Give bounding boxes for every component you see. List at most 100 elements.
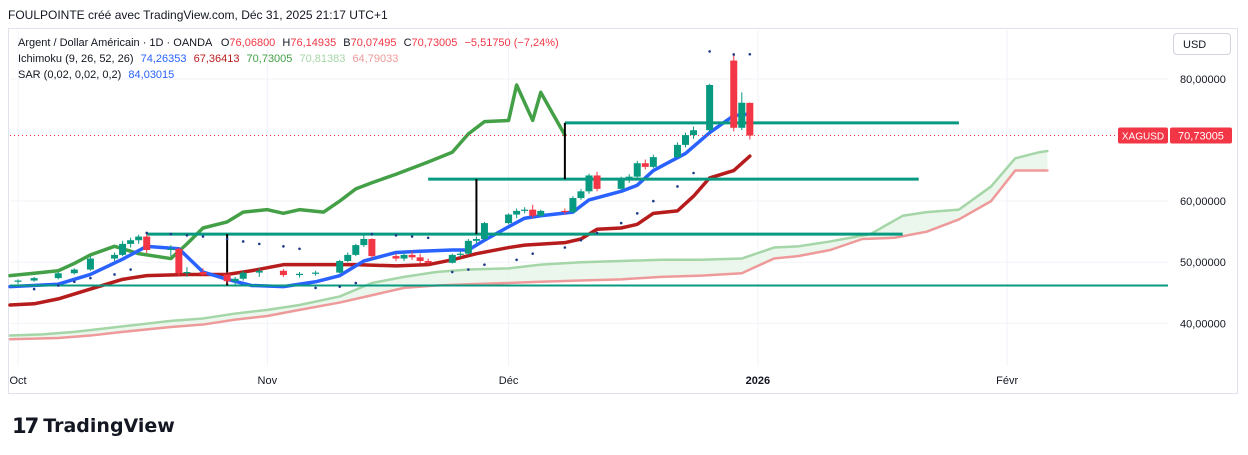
sar-dot xyxy=(185,234,189,237)
sar-dot xyxy=(338,285,342,288)
ichimoku-label: Ichimoku (9, 26, 52, 26) xyxy=(18,53,134,65)
sar-dot xyxy=(129,268,132,271)
ichimoku-lagging-line xyxy=(8,83,567,278)
sar-dot xyxy=(635,212,639,215)
ichimoku-conversion-value: 74,26353 xyxy=(140,53,187,65)
sar-dot xyxy=(708,50,711,53)
candle-body xyxy=(54,273,62,279)
sar-dot xyxy=(201,235,205,238)
sar-value: 84,03015 xyxy=(128,69,175,81)
candle-body xyxy=(505,214,513,224)
sar-legend: SAR (0,02, 0,02, 0,2) 84,03015 xyxy=(18,68,174,82)
candle-body xyxy=(30,278,38,281)
price-tag-value: 70,73005 xyxy=(1178,131,1224,143)
sar-dot xyxy=(483,263,486,266)
sar-dot xyxy=(426,236,430,240)
y-tick-label: 80,00000 xyxy=(1180,74,1226,86)
candle-body xyxy=(537,210,545,216)
candle-body xyxy=(175,248,183,274)
candle-body xyxy=(86,258,94,270)
candle-body xyxy=(408,254,416,258)
candle-body xyxy=(456,253,464,255)
candle-body xyxy=(521,209,529,211)
x-tick-label: Févr xyxy=(996,375,1018,387)
price-tag-symbol: XAGUSD xyxy=(1122,132,1164,143)
sar-dot xyxy=(241,240,245,243)
currency-button[interactable]: USD xyxy=(1173,33,1231,55)
candle-body xyxy=(239,272,247,279)
price-tag-value-bg xyxy=(1170,127,1232,144)
symbol-legend: Argent / Dollar Américain · 1D · OANDA O… xyxy=(18,36,559,50)
candle-body xyxy=(336,261,344,273)
ichimoku-conversion-line xyxy=(8,112,752,289)
sar-dot xyxy=(410,235,414,238)
candle-body xyxy=(360,239,368,246)
sar-dot xyxy=(113,273,116,276)
candle-body xyxy=(119,243,127,255)
candle-body xyxy=(199,272,207,275)
sar-dot xyxy=(32,287,36,291)
sar-dot xyxy=(467,268,470,271)
low-value: 70,07495 xyxy=(350,37,397,49)
candle-body xyxy=(569,198,577,213)
ichimoku-base-value: 67,36413 xyxy=(193,53,240,65)
sar-dot xyxy=(579,238,583,242)
ichimoku-legend: Ichimoku (9, 26, 52, 26) 74,26353 67,364… xyxy=(18,52,398,66)
candle-body xyxy=(641,163,649,167)
candle-body xyxy=(135,236,143,241)
sar-dot xyxy=(145,231,149,235)
sar-dot xyxy=(56,284,60,287)
candle-body xyxy=(464,240,472,254)
candle-body xyxy=(352,245,360,255)
x-tick-label: Nov xyxy=(258,375,278,387)
high-value: 76,14935 xyxy=(290,37,337,49)
sar-dot xyxy=(314,286,317,290)
candle-body xyxy=(183,272,191,274)
close-value: 70,73005 xyxy=(411,37,458,49)
symbol-name: Argent / Dollar Américain · 1D · OANDA xyxy=(18,37,212,49)
candle-body xyxy=(593,175,601,189)
sar-dot xyxy=(732,53,736,56)
sar-dot xyxy=(282,245,285,248)
candle-body xyxy=(513,210,521,215)
open-label: O xyxy=(220,37,230,49)
sar-dot xyxy=(394,234,398,237)
candle-body xyxy=(738,102,746,128)
candle-body xyxy=(649,157,657,167)
ichimoku-cloud xyxy=(10,151,1048,340)
candle-body xyxy=(400,254,408,259)
ichimoku-span-a-line xyxy=(8,149,1049,337)
ichimoku-lagging-value: 70,73005 xyxy=(246,53,293,65)
candle-body xyxy=(223,274,231,282)
sar-dot xyxy=(298,247,301,251)
chart-frame xyxy=(8,28,1238,394)
sar-dot xyxy=(370,232,374,236)
candle-body xyxy=(690,130,698,136)
close-label: C xyxy=(403,37,412,49)
candle-body xyxy=(344,254,352,261)
x-tick-label: 2026 xyxy=(746,375,770,387)
sar-dot xyxy=(225,237,229,241)
candle-body xyxy=(746,102,754,136)
candle-body xyxy=(617,179,625,189)
sar-dot xyxy=(89,276,92,280)
candle-body xyxy=(561,210,569,213)
candle-body xyxy=(424,261,432,263)
sar-dot xyxy=(450,270,454,274)
x-tick-label: Oct xyxy=(9,375,26,387)
sar-dot xyxy=(595,231,599,235)
candle-body xyxy=(127,240,135,244)
candle-body xyxy=(231,278,239,282)
candle-body xyxy=(577,191,585,199)
y-tick-label: 40,00000 xyxy=(1180,318,1226,330)
candle-body xyxy=(585,175,593,192)
candle-body xyxy=(682,135,689,145)
sar-dot xyxy=(515,258,518,262)
candle-body xyxy=(392,256,400,259)
candle-body xyxy=(730,60,738,128)
candle-body xyxy=(472,239,480,241)
candle-body xyxy=(14,280,22,282)
candle-body xyxy=(625,176,633,180)
high-label: H xyxy=(282,37,291,49)
